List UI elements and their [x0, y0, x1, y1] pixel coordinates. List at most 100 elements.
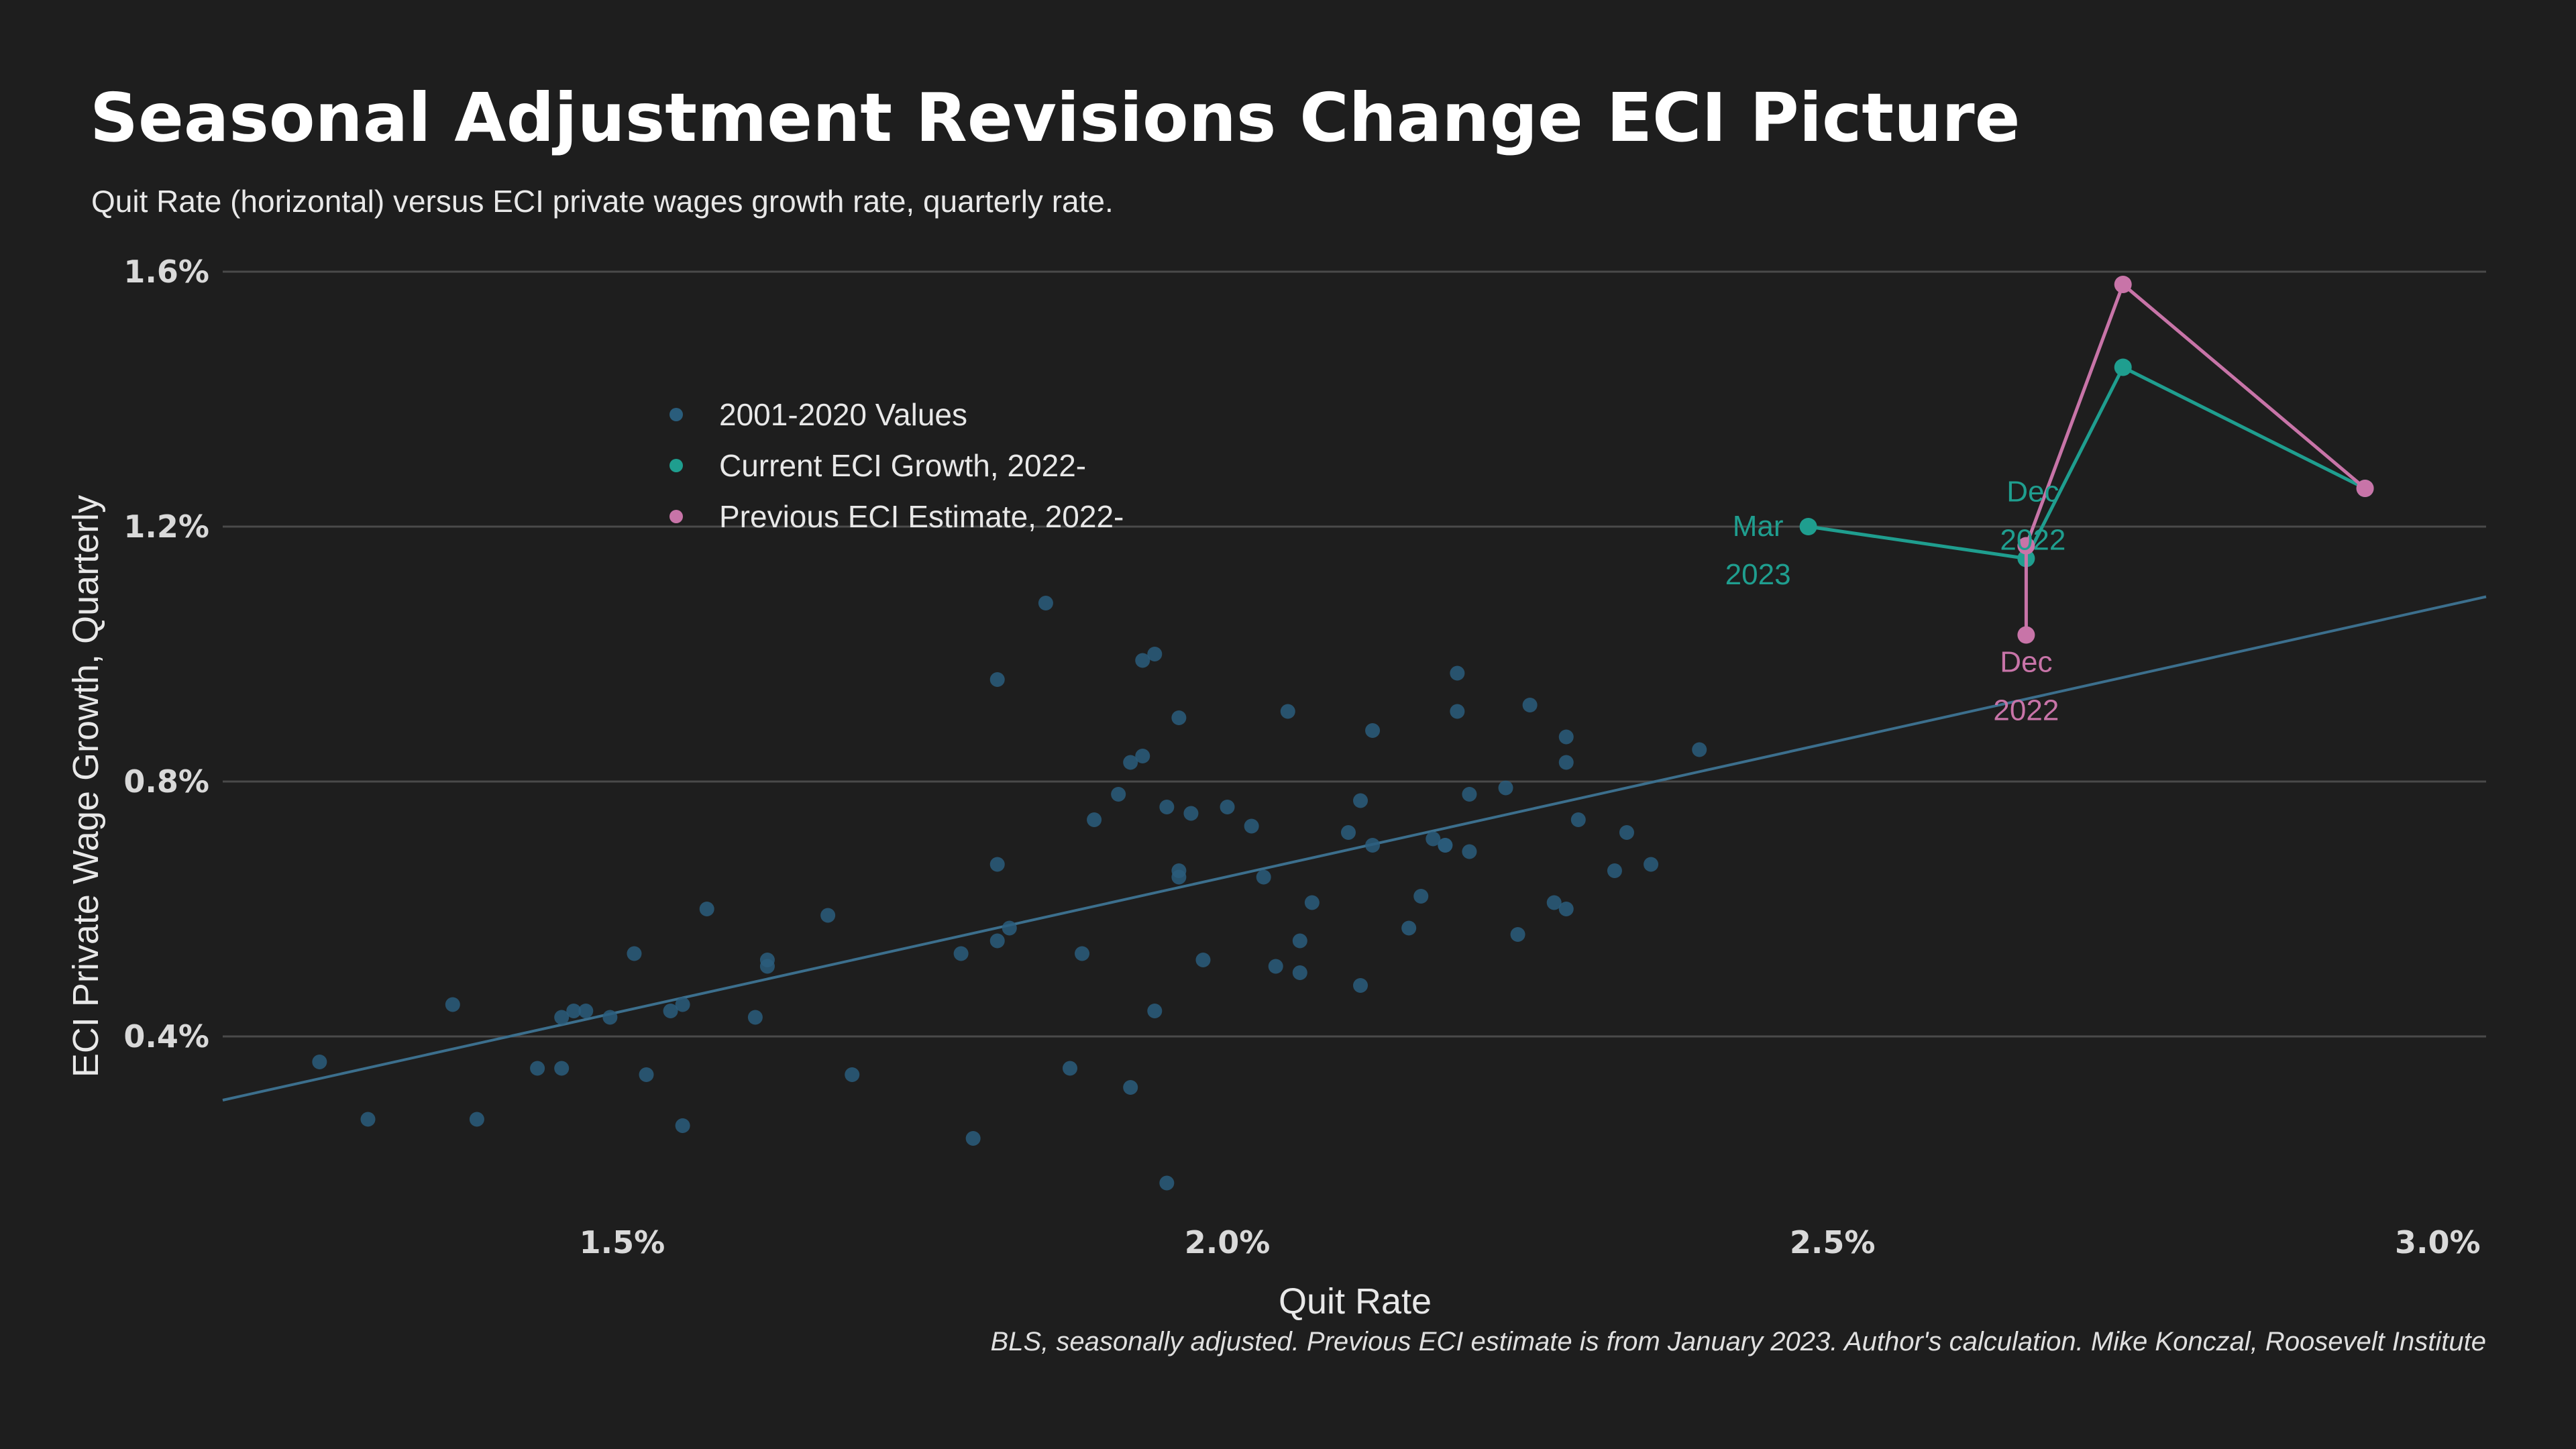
- historical-point: [989, 857, 1005, 872]
- historical-point: [1438, 838, 1453, 853]
- historical-point: [1195, 953, 1211, 967]
- historical-point: [675, 997, 690, 1012]
- historical-point: [1256, 869, 1271, 885]
- x-axis-label: Quit Rate: [1279, 1281, 1432, 1322]
- trendline: [222, 595, 2487, 1102]
- historical-point: [1522, 698, 1538, 712]
- historical-point: [1353, 978, 1368, 993]
- historical-point: [1462, 787, 1477, 802]
- historical-point: [965, 1131, 981, 1146]
- historical-point: [1292, 965, 1307, 980]
- historical-point: [312, 1055, 327, 1069]
- historical-point: [1570, 812, 1586, 827]
- annotation-label: 2023: [1725, 558, 1791, 591]
- y-tick-label: 1.2%: [123, 508, 209, 545]
- historical-point: [1268, 959, 1283, 974]
- historical-point: [1365, 723, 1381, 738]
- annotation-label: Mar: [1733, 510, 1784, 543]
- x-tick-label: 3.0%: [2395, 1224, 2481, 1260]
- historical-point: [1450, 704, 1465, 719]
- historical-point: [578, 1004, 594, 1018]
- historical-point: [530, 1061, 545, 1076]
- legend-label: Previous ECI Estimate, 2022-: [719, 499, 1124, 534]
- legend-label: Current ECI Growth, 2022-: [719, 448, 1086, 483]
- current-series-point: [2114, 358, 2132, 376]
- historical-point: [1087, 812, 1102, 827]
- historical-point: [1558, 729, 1574, 745]
- historical-point: [1426, 831, 1441, 847]
- historical-point: [554, 1010, 570, 1025]
- historical-point: [1280, 704, 1295, 719]
- historical-point: [1413, 889, 1429, 904]
- y-axis-label: ECI Private Wage Growth, Quarterly: [66, 495, 106, 1077]
- historical-point: [1171, 863, 1187, 878]
- current-series-point: [1799, 518, 1817, 535]
- historical-point: [699, 902, 714, 916]
- historical-point: [566, 1004, 582, 1018]
- previous-series-point: [2017, 626, 2035, 644]
- annotations: Mar 2023 Dec 2022 Dec 2022: [1725, 476, 2066, 727]
- x-tick-label: 2.5%: [1790, 1224, 1876, 1260]
- historical-point: [1498, 780, 1513, 796]
- historical-point: [445, 997, 460, 1012]
- previous-series-point: [2114, 276, 2132, 293]
- annotation-label: Dec: [2006, 476, 2059, 508]
- historical-point: [554, 1061, 570, 1076]
- legend-marker: [669, 510, 683, 523]
- historical-point: [1340, 825, 1356, 840]
- x-tick-label: 1.5%: [580, 1224, 665, 1260]
- historical-point: [1365, 838, 1381, 853]
- legend: 2001-2020 Values Current ECI Growth, 2022…: [669, 397, 1124, 534]
- historical-point: [1183, 806, 1199, 821]
- gridlines: [223, 270, 2486, 1038]
- historical-point: [1353, 793, 1368, 808]
- historical-point: [1510, 927, 1525, 942]
- annotation-label: Dec: [2000, 646, 2052, 679]
- historical-point: [1135, 653, 1150, 668]
- historical-point: [953, 946, 969, 961]
- historical-point: [627, 946, 642, 961]
- historical-point: [639, 1067, 654, 1082]
- historical-point: [1558, 755, 1574, 770]
- historical-point: [747, 1010, 763, 1025]
- historical-point: [1002, 920, 1017, 936]
- annotation-label: 2022: [2000, 524, 2065, 557]
- historical-point: [1111, 787, 1126, 802]
- legend-marker: [669, 459, 683, 472]
- previous-series-point: [2017, 537, 2035, 555]
- historical-point: [989, 672, 1005, 687]
- historical-point: [1159, 1175, 1175, 1191]
- historical-point: [1159, 800, 1175, 814]
- historical-point: [1558, 902, 1574, 916]
- x-tick-label: 2.0%: [1185, 1224, 1271, 1260]
- historical-point: [1619, 825, 1634, 840]
- annotation-label: 2022: [1993, 694, 2059, 727]
- historical-point: [1244, 818, 1259, 834]
- historical-point: [759, 953, 775, 967]
- historical-point: [1607, 863, 1622, 878]
- historical-point: [989, 933, 1005, 949]
- historical-point: [1062, 1061, 1077, 1076]
- chart-subtitle: Quit Rate (horizontal) versus ECI privat…: [91, 184, 1114, 219]
- historical-point: [1147, 647, 1163, 661]
- legend-label: 2001-2020 Values: [719, 397, 967, 432]
- y-tick-label: 1.6%: [123, 254, 209, 290]
- historical-point: [1123, 1080, 1138, 1095]
- historical-point: [360, 1112, 376, 1127]
- historical-point: [820, 908, 836, 923]
- historical-point: [1292, 933, 1307, 949]
- previous-series-line: [2024, 282, 2367, 635]
- y-tick-label: 0.4%: [123, 1018, 209, 1055]
- historical-point: [675, 1118, 690, 1133]
- legend-marker: [669, 408, 683, 421]
- historical-point: [469, 1112, 484, 1127]
- previous-series-point: [2356, 480, 2374, 497]
- current-series-line: [1808, 366, 2366, 560]
- historical-point: [1450, 665, 1465, 681]
- historical-point: [845, 1067, 860, 1082]
- historical-point: [663, 1004, 678, 1018]
- historical-point: [1644, 857, 1659, 872]
- historical-points: [312, 596, 1707, 1191]
